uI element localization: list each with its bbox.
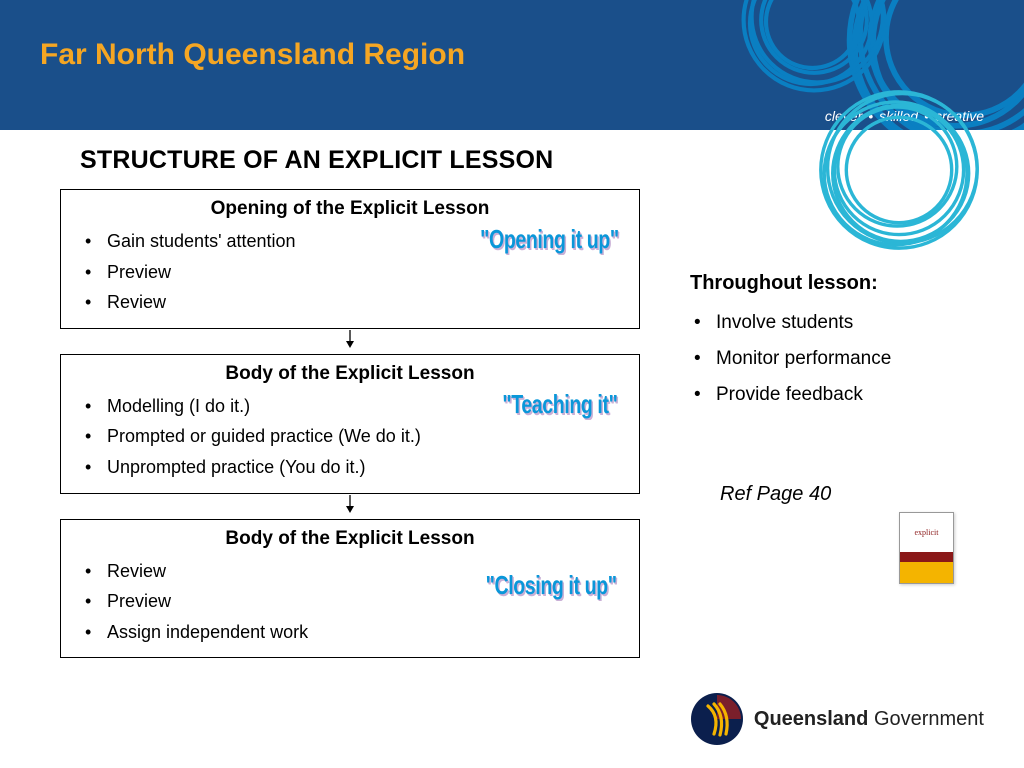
box-item: Prompted or guided practice (We do it.) <box>79 421 621 452</box>
qld-gov-text-bold: Queensland <box>754 708 868 730</box>
qld-gov-logo: Queensland Government <box>690 692 984 746</box>
sidebar-item: Provide feedback <box>690 377 984 413</box>
slide-title: STRUCTURE OF AN EXPLICIT LESSON <box>80 146 640 175</box>
sidebar-heading: Throughout lesson: <box>690 272 984 295</box>
arrow-down-icon <box>60 495 640 516</box>
reference-text: Ref Page 40 <box>720 483 984 506</box>
lesson-box-closing: Body of the Explicit Lesson Review Previ… <box>60 519 640 659</box>
box-item: Review <box>79 287 621 318</box>
book-thumbnail: explicit <box>899 512 954 584</box>
lesson-box-body: Body of the Explicit Lesson Modelling (I… <box>60 354 640 494</box>
box-title: Body of the Explicit Lesson <box>79 528 621 550</box>
callout-closing: "Closing it up" <box>486 570 617 601</box>
box-title: Opening of the Explicit Lesson <box>79 198 621 220</box>
qld-gov-text: Queensland Government <box>754 708 984 731</box>
box-item: Assign independent work <box>79 617 621 648</box>
banner-title: Far North Queensland Region <box>40 38 465 72</box>
scribble-decoration-teal <box>814 85 984 255</box>
book-cover-word: explicit <box>900 513 953 552</box>
lesson-box-opening: Opening of the Explicit Lesson Gain stud… <box>60 189 640 329</box>
sidebar-item: Involve students <box>690 305 984 341</box>
qld-gov-mark-icon <box>690 692 744 746</box>
callout-body: "Teaching it" <box>502 389 617 420</box>
arrow-down-icon <box>60 330 640 351</box>
box-title: Body of the Explicit Lesson <box>79 363 621 385</box>
sidebar-item: Monitor performance <box>690 341 984 377</box>
callout-opening: "Opening it up" <box>480 224 619 255</box>
left-column: STRUCTURE OF AN EXPLICIT LESSON Opening … <box>60 142 640 768</box>
box-item: Unprompted practice (You do it.) <box>79 452 621 483</box>
box-item: Preview <box>79 257 621 288</box>
qld-gov-text-light: Government <box>874 708 984 730</box>
